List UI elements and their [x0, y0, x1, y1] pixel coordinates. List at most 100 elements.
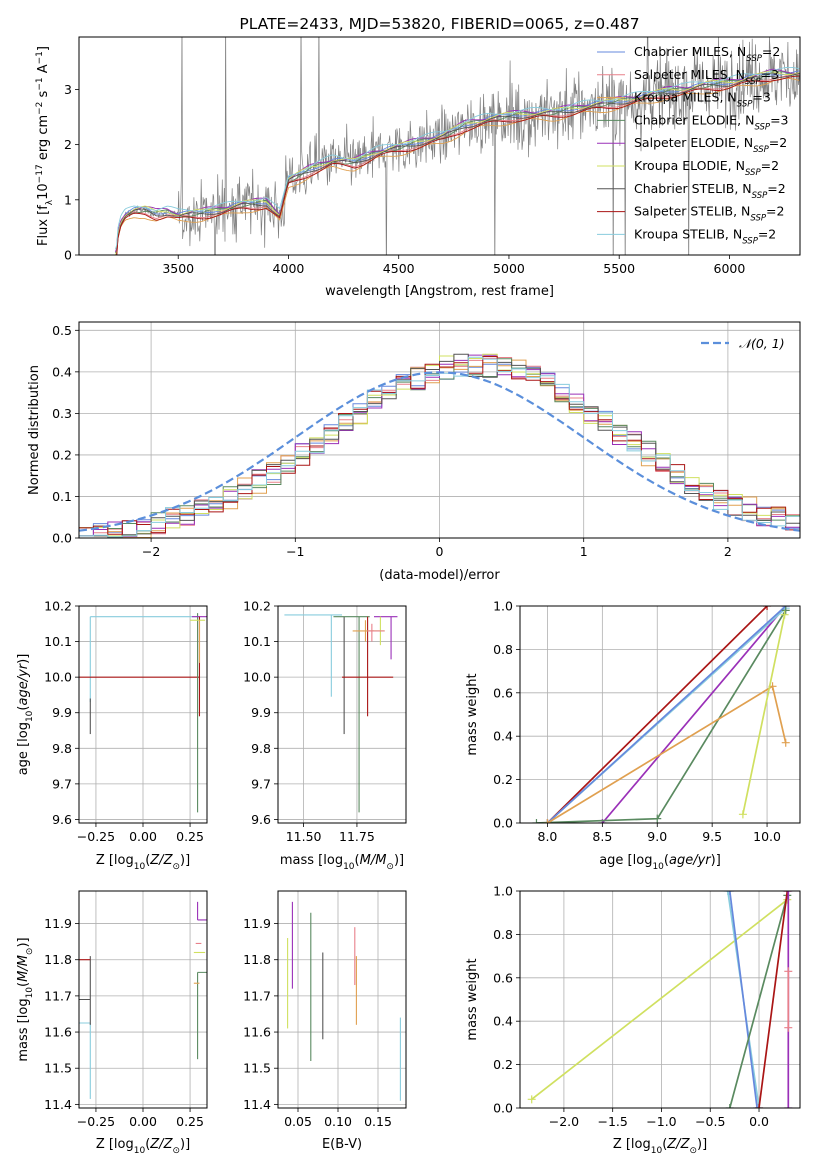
y-tick-label: 11.5 — [243, 1061, 271, 1076]
y-tick-label: 0.1 — [52, 489, 72, 504]
label-part: mass weight — [465, 958, 480, 1040]
y-tick-label: 9.7 — [251, 776, 271, 791]
axes-frame — [78, 605, 208, 824]
series-line — [546, 606, 787, 823]
label-part: Z [log — [96, 853, 134, 868]
label-italic: Z/Z — [666, 1137, 690, 1152]
chart-mass_weight_vs_age: 8.0 8.5 9.0 9.5 10.0 0.0 0.2 0.4 0.6 0.8 1.0 age [l… — [465, 599, 801, 872]
chart-residuals: −2 −1 0 1 2 0.0 0.1 0.2 0.3 0.4 0.5 (data-model)/er… — [27, 321, 801, 583]
axes-frame — [519, 890, 801, 1109]
chart-mass_vs_EBV: 0.05 0.10 0.15 11.4 11.5 11.6 11.7 11.8 11.9 E(B-… — [243, 890, 407, 1152]
point-kroupa_stelib — [89, 616, 200, 703]
series-line — [728, 895, 789, 1108]
series-chabrier_elodie — [725, 891, 792, 1108]
x-tick-label: 8.0 — [538, 829, 558, 844]
plus-marker — [653, 814, 662, 823]
y-tick-label: 0.8 — [493, 642, 513, 657]
series-kroupa_elodie — [738, 610, 789, 819]
plot-area — [278, 891, 406, 1108]
y-tick-label: 0.0 — [52, 531, 72, 546]
x-tick-label: 0.25 — [176, 829, 204, 844]
hist-chabrier_stelib — [79, 353, 800, 538]
label-part: )] — [16, 937, 31, 947]
series-chabrier_miles — [725, 891, 762, 1108]
label-italic: Z/Z — [149, 853, 173, 868]
x-tick-label: 2 — [724, 544, 732, 559]
chart-mass_weight_vs_Z: −2.0 −1.5 −1.0 −0.5 0.0 0.0 0.2 0.4 0.6 0.8 1.0 Z [… — [465, 884, 801, 1156]
label-part: ( — [662, 1137, 667, 1152]
y-tick-label: 0.8 — [493, 927, 513, 942]
plus-marker — [781, 738, 790, 747]
plot-area — [278, 606, 406, 823]
label-part: Kroupa MILES, N — [634, 90, 737, 105]
label-part: age [log — [16, 722, 31, 775]
label-part: =3 — [761, 67, 779, 82]
legend-entry: 𝒩(0, 1) — [739, 336, 785, 351]
y-tick-label: 11.7 — [44, 988, 72, 1003]
point-chabrier_stelib — [79, 956, 91, 1025]
point-salpeter_stelib — [342, 616, 394, 717]
label-sub: 10 — [652, 862, 664, 872]
x-axis-label: wavelength [Angstrom, rest frame] — [325, 284, 554, 299]
legend: 𝒩(0, 1) — [701, 336, 785, 351]
label-part: ( — [664, 853, 669, 868]
label-part: )] — [697, 1137, 707, 1152]
x-axis-label: mass [log10(M/M⊙)] — [280, 853, 404, 872]
normal-curve — [79, 371, 800, 532]
label-part: =2 — [758, 226, 776, 241]
y-axis-label: Flux [fλ10−17 erg cm−2 s−1 A−1] — [35, 46, 55, 246]
legend-entry: Chabrier MILES, NSSP=2 — [634, 44, 780, 64]
plot-area — [114, 37, 800, 255]
series-line — [601, 606, 787, 823]
plot-area — [79, 606, 207, 823]
y-tick-label: 9.6 — [52, 812, 72, 827]
label-part: ( — [145, 853, 150, 868]
y-tick-label: 0.0 — [493, 1101, 513, 1116]
y-tick-label: 0.3 — [52, 406, 72, 421]
legend-entry: Salpeter STELIB, NSSP=2 — [634, 204, 784, 224]
label-part: mass [log — [280, 853, 343, 868]
series-line — [758, 891, 789, 1108]
x-tick-label: 3500 — [162, 261, 194, 276]
legend-entry: Kroupa MILES, NSSP=3 — [634, 90, 771, 110]
y-tick-label: 10.0 — [243, 670, 271, 685]
y-tick-label: 0.4 — [52, 364, 72, 379]
x-tick-label: 0.00 — [129, 1114, 157, 1129]
y-tick-label: 10.2 — [44, 599, 72, 614]
plus-marker — [763, 606, 772, 610]
chart-title: PLATE=2433, MJD=53820, FIBERID=0065, z=0… — [239, 15, 639, 33]
label-part: Salpeter ELODIE, N — [634, 135, 753, 150]
label-part: Z [log — [613, 1137, 651, 1152]
label-part: age [log — [599, 853, 652, 868]
legend-entry: Salpeter ELODIE, NSSP=2 — [634, 135, 787, 155]
series-chabrier_miles — [543, 606, 790, 823]
label-sub: ⊙ — [689, 1146, 697, 1156]
label-part: Salpeter STELIB, N — [634, 204, 750, 219]
label-sub: ⊙ — [25, 948, 35, 956]
plot-area — [79, 891, 207, 1108]
y-tick-label: 9.7 — [52, 776, 72, 791]
plus-marker — [781, 606, 790, 615]
y-tick-label: 1 — [64, 192, 72, 207]
x-tick-label: −1.5 — [598, 1114, 628, 1129]
x-tick-label: −0.25 — [77, 829, 115, 844]
axes-frame — [78, 890, 208, 1109]
y-axis-label: mass weight — [465, 673, 480, 755]
label-sub: 10 — [25, 710, 35, 722]
label-part: ( — [16, 706, 31, 711]
x-axis-label: (data-model)/error — [379, 568, 500, 583]
y-tick-label: 9.6 — [251, 812, 271, 827]
axes-frame — [78, 321, 801, 539]
legend-sub: SSP — [752, 191, 768, 201]
y-tick-label: 11.8 — [44, 952, 72, 967]
legend-sub: SSP — [745, 77, 761, 87]
label-sup: −2 — [35, 102, 45, 115]
x-tick-label: 4500 — [383, 261, 415, 276]
label-italic: M/M — [360, 853, 387, 868]
y-tick-label: 1.0 — [493, 599, 513, 614]
y-tick-label: 0 — [64, 248, 72, 263]
x-axis-label: Z [log10(Z/Z⊙)] — [96, 1137, 190, 1156]
point-salpeter_elodie — [374, 616, 398, 660]
label-sup: −1 — [35, 51, 45, 64]
legend-sub: SSP — [750, 214, 766, 224]
